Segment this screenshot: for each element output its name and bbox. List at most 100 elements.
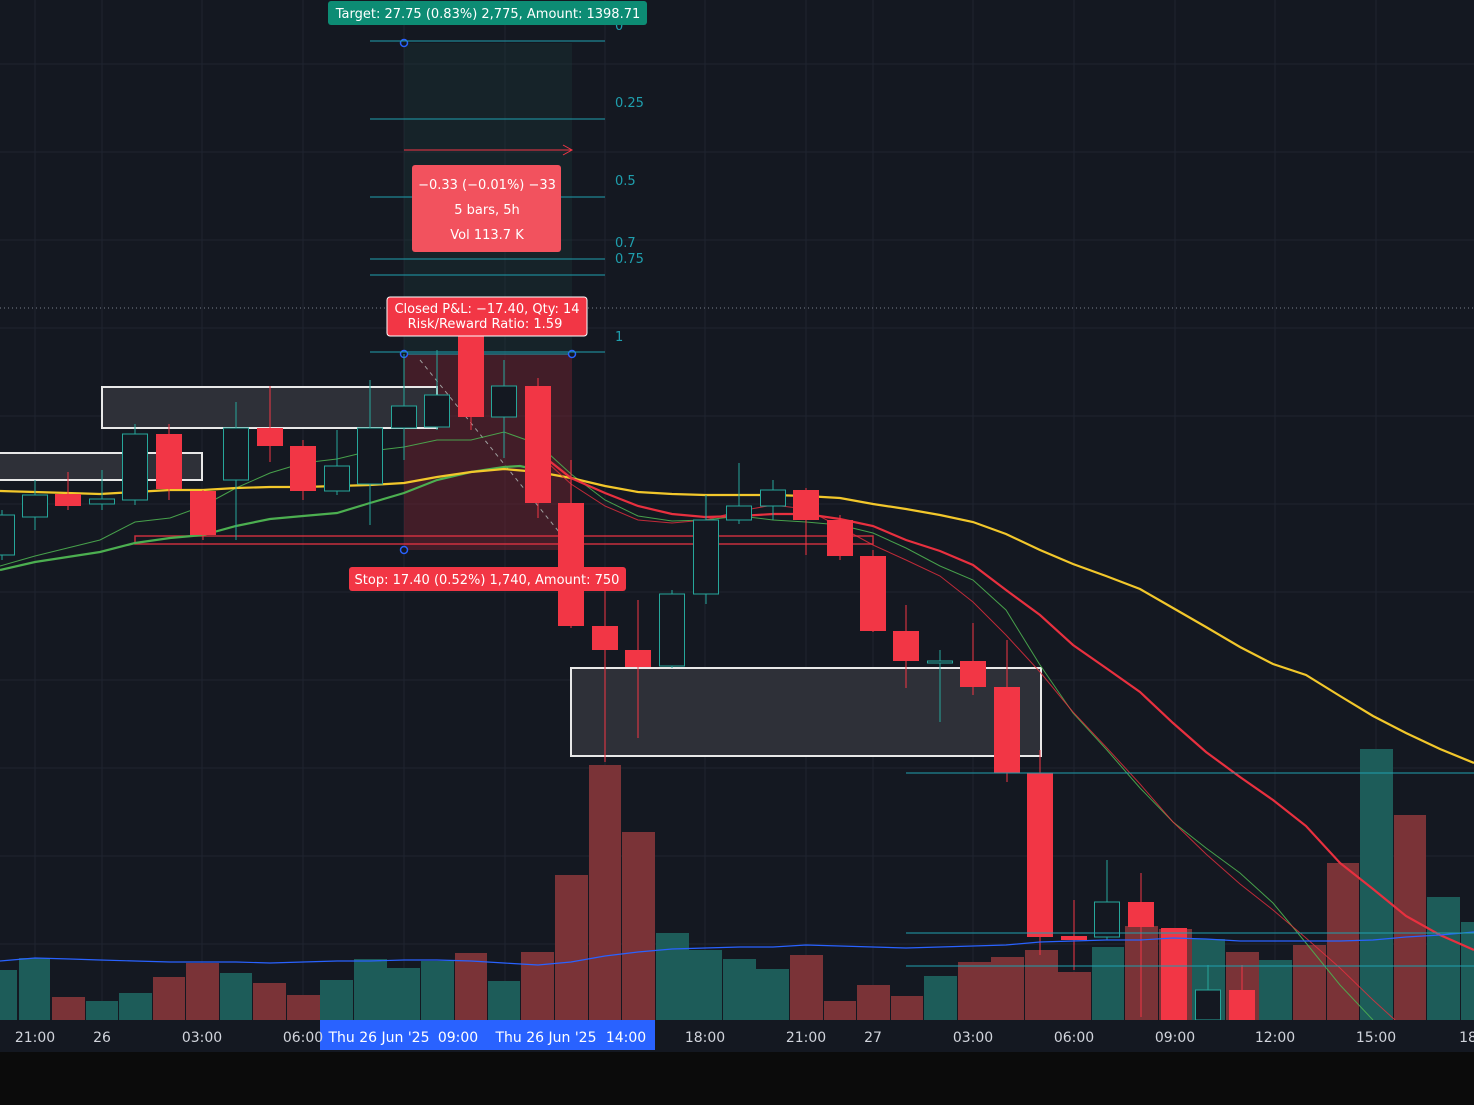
candle-body — [290, 446, 316, 491]
candle-body — [1161, 928, 1187, 1020]
candle-body — [1195, 989, 1221, 1021]
volume-bar — [790, 955, 823, 1020]
volume-bar — [1427, 897, 1460, 1020]
volume-bar — [656, 933, 689, 1020]
volume-bar — [689, 950, 722, 1020]
time-tick-label: 03:00 — [182, 1030, 222, 1046]
candle-body — [223, 427, 249, 481]
volume-bar — [153, 977, 185, 1020]
time-tick-label: 06:00 — [283, 1030, 323, 1046]
volume-bar — [991, 957, 1024, 1020]
volume-bar — [387, 968, 420, 1020]
highlight-start-date: Thu 26 Jun '25 — [327, 1030, 429, 1046]
volume-bar — [723, 959, 756, 1020]
volume-bar — [1058, 972, 1091, 1020]
measure-tool[interactable]: −0.33 (−0.01%) −33 5 bars, 5h Vol 113.7 … — [404, 144, 574, 252]
candle-body — [0, 514, 15, 556]
candle-body — [1128, 902, 1154, 927]
volume-bar — [86, 1001, 118, 1020]
volume-bar — [186, 963, 219, 1020]
volume-bar — [421, 961, 454, 1020]
volume-bar — [924, 976, 957, 1020]
volume-bar — [354, 959, 387, 1020]
time-tick-label: 15:00 — [1356, 1030, 1396, 1046]
candle-body — [927, 660, 953, 664]
price-chart[interactable]: 0 0.25 0.5 0.70.75 1 — [0, 0, 1474, 1052]
measure-arrow-head — [562, 144, 574, 156]
stop-handle[interactable] — [399, 545, 409, 555]
time-tick-label: 12:00 — [1255, 1030, 1295, 1046]
time-tick-label: 26 — [93, 1030, 111, 1046]
candle-body — [1061, 936, 1087, 940]
candle-body — [190, 491, 216, 535]
candle-body — [55, 494, 81, 506]
ma-yellow — [0, 467, 1474, 765]
candle-body — [960, 661, 986, 687]
candle-body — [659, 593, 685, 667]
fib-level-label: 0 — [615, 19, 623, 34]
volume-bar — [119, 993, 152, 1020]
candle-body — [257, 428, 283, 446]
stop-label: Stop: 17.40 (0.52%) 1,740, Amount: 750 — [349, 567, 626, 591]
candle-body — [424, 394, 450, 428]
volume-bar — [589, 765, 621, 1020]
candle-body — [860, 556, 886, 631]
zone-rectangle-red[interactable] — [134, 535, 874, 545]
highlight-start-time: 09:00 — [438, 1030, 478, 1046]
fib-level-label: 0.5 — [615, 174, 636, 189]
time-axis[interactable]: 21:00 26 03:00 06:00 18:00 21:00 27 03:00 06:00 0… — [0, 1020, 1474, 1052]
volume-bar — [756, 969, 789, 1020]
candle-body — [893, 631, 919, 661]
fib-level-label: 0.7 — [615, 236, 636, 251]
candle-body — [592, 626, 618, 650]
volume-bar — [857, 985, 890, 1020]
volume-bar — [555, 875, 588, 1020]
candle-body — [458, 330, 484, 417]
candle-body — [391, 405, 417, 429]
volume-bar — [0, 970, 17, 1020]
measure-bars-text: 5 bars, 5h — [454, 203, 520, 218]
time-tick-label: 21:00 — [15, 1030, 55, 1046]
ma-red — [537, 451, 1474, 952]
ma-red-thin — [537, 453, 1407, 1031]
volume-bar — [253, 983, 286, 1020]
volume-bar — [1293, 945, 1326, 1020]
target-label: Target: 27.75 (0.83%) 2,775, Amount: 139… — [328, 1, 647, 25]
time-range-highlight — [320, 1020, 655, 1050]
candle-body — [994, 687, 1020, 773]
candle-body — [156, 434, 182, 489]
candle-body — [357, 427, 383, 485]
risk-reward-text: Risk/Reward Ratio: 1.59 — [408, 317, 563, 332]
candle-body — [89, 498, 115, 505]
time-tick-label: 27 — [864, 1030, 882, 1046]
volume-bar — [1461, 922, 1474, 1020]
candle-body — [1229, 990, 1255, 1020]
candle-body — [793, 490, 819, 520]
candle-body — [122, 433, 148, 501]
closed-pnl-label: Closed P&L: −17.40, Qty: 14 Risk/Reward … — [386, 296, 588, 337]
candle-body — [1094, 901, 1120, 938]
candle-body — [525, 386, 551, 503]
fib-level-label: 1 — [615, 330, 623, 345]
trade-path-line — [419, 359, 573, 549]
candle-body — [693, 519, 719, 595]
volume-bar — [220, 973, 252, 1020]
time-axis-ticks: 21:00 26 03:00 06:00 18:00 21:00 27 03:00 06:00 0… — [15, 1030, 1474, 1046]
candle-body — [760, 489, 786, 507]
fib-retracement[interactable]: 0 0.25 0.5 0.70.75 1 — [370, 19, 644, 353]
candlesticks — [0, 330, 1255, 1021]
volume-bar — [1259, 960, 1292, 1020]
volume-bar — [521, 952, 554, 1020]
stop-label-text: Stop: 17.40 (0.52%) 1,740, Amount: 750 — [355, 573, 620, 588]
candle-body — [558, 503, 584, 626]
volume-bar — [52, 997, 85, 1020]
candle-body — [726, 505, 752, 521]
measure-box — [412, 165, 561, 252]
candle-body — [827, 520, 853, 556]
candle-body — [22, 494, 48, 518]
time-tick-label: 09:00 — [1155, 1030, 1195, 1046]
target-label-text: Target: 27.75 (0.83%) 2,775, Amount: 139… — [335, 7, 641, 22]
highlight-end-time: 14:00 — [606, 1030, 646, 1046]
volume-bar — [824, 1001, 856, 1020]
